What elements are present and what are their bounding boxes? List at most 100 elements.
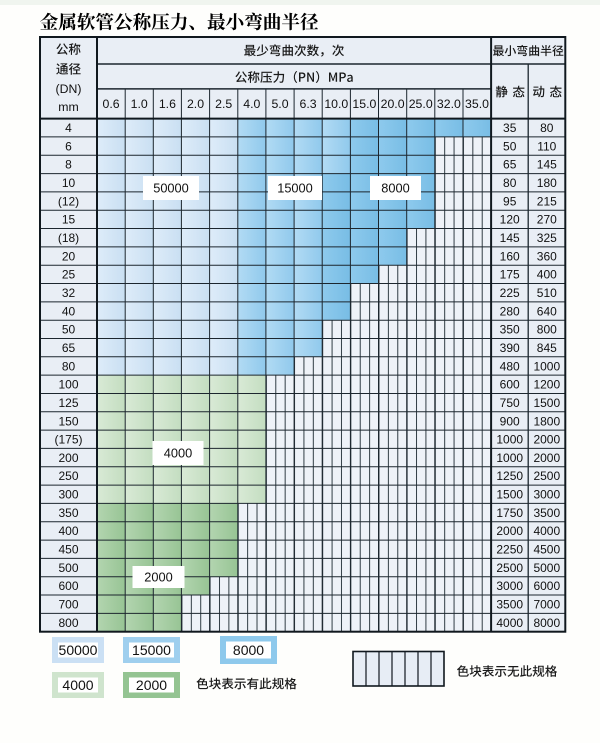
svg-text:5.0: 5.0 [271,97,288,111]
svg-text:225: 225 [500,286,520,300]
svg-text:5000: 5000 [533,561,560,575]
svg-text:2500: 2500 [496,561,523,575]
svg-text:1200: 1200 [533,378,560,392]
svg-text:160: 160 [500,249,520,263]
svg-text:750: 750 [500,396,520,410]
svg-text:350: 350 [500,323,520,337]
svg-text:2500: 2500 [533,469,560,483]
svg-text:150: 150 [58,414,78,428]
svg-text:120: 120 [500,213,520,227]
svg-text:400: 400 [58,524,78,538]
svg-text:4000: 4000 [62,677,93,693]
svg-text:480: 480 [500,359,520,373]
svg-text:600: 600 [58,579,78,593]
svg-text:1.6: 1.6 [159,97,176,111]
svg-text:250: 250 [58,469,78,483]
svg-text:2000: 2000 [533,451,560,465]
svg-text:15000: 15000 [132,642,171,658]
svg-text:4000: 4000 [496,616,523,630]
svg-text:50: 50 [62,323,76,337]
svg-text:20.0: 20.0 [381,97,405,111]
svg-text:6: 6 [65,139,72,153]
svg-text:145: 145 [500,231,520,245]
svg-text:(DN): (DN) [56,82,82,96]
svg-text:175: 175 [500,268,520,282]
svg-text:300: 300 [58,488,78,502]
svg-text:80: 80 [540,121,554,135]
svg-text:20: 20 [62,249,76,263]
svg-text:4500: 4500 [533,543,560,557]
svg-text:800: 800 [58,616,78,630]
svg-text:2000: 2000 [496,524,523,538]
svg-text:32: 32 [62,286,76,300]
svg-text:215: 215 [537,194,557,208]
svg-text:35: 35 [503,121,517,135]
svg-text:845: 845 [537,341,557,355]
svg-text:100: 100 [58,378,78,392]
svg-text:450: 450 [58,543,78,557]
svg-text:8000: 8000 [233,642,264,658]
svg-text:390: 390 [500,341,520,355]
svg-text:(18): (18) [58,231,79,245]
svg-text:2000: 2000 [136,677,167,693]
svg-text:200: 200 [58,451,78,465]
svg-text:280: 280 [500,304,520,318]
svg-text:15000: 15000 [277,181,313,196]
svg-text:270: 270 [537,213,557,227]
svg-text:600: 600 [500,378,520,392]
svg-text:1000: 1000 [496,451,523,465]
svg-text:8: 8 [65,158,72,172]
svg-text:8000: 8000 [533,616,560,630]
svg-text:25: 25 [62,268,76,282]
svg-text:0.6: 0.6 [103,97,120,111]
svg-text:6.3: 6.3 [300,97,317,111]
svg-text:180: 180 [537,176,557,190]
svg-text:1.0: 1.0 [131,97,148,111]
svg-text:50: 50 [503,139,517,153]
svg-text:2000: 2000 [533,433,560,447]
svg-text:4: 4 [65,121,72,135]
svg-text:2.5: 2.5 [215,97,232,111]
svg-text:(12): (12) [58,194,79,208]
svg-text:360: 360 [537,249,557,263]
svg-text:1250: 1250 [496,469,523,483]
svg-text:325: 325 [537,231,557,245]
svg-text:640: 640 [537,304,557,318]
svg-text:400: 400 [537,268,557,282]
svg-text:50000: 50000 [59,642,98,658]
svg-text:32.0: 32.0 [437,97,461,111]
svg-text:25.0: 25.0 [409,97,433,111]
svg-text:6000: 6000 [533,579,560,593]
svg-text:80: 80 [62,359,76,373]
svg-text:125: 125 [58,396,78,410]
svg-text:(175): (175) [54,433,82,447]
svg-text:3500: 3500 [533,506,560,520]
svg-text:1500: 1500 [496,488,523,502]
svg-text:7000: 7000 [533,598,560,612]
svg-text:1000: 1000 [496,433,523,447]
svg-text:4000: 4000 [533,524,560,538]
svg-text:15.0: 15.0 [352,97,376,111]
svg-text:2250: 2250 [496,543,523,557]
svg-text:65: 65 [62,341,76,355]
svg-text:40: 40 [62,304,76,318]
svg-text:1500: 1500 [533,396,560,410]
svg-text:1000: 1000 [533,359,560,373]
svg-text:1800: 1800 [533,414,560,428]
svg-text:800: 800 [537,323,557,337]
svg-text:2.0: 2.0 [187,97,204,111]
svg-text:700: 700 [58,598,78,612]
svg-text:3500: 3500 [496,598,523,612]
svg-text:65: 65 [503,158,517,172]
svg-text:95: 95 [503,194,517,208]
svg-text:10.0: 10.0 [324,97,348,111]
svg-text:1750: 1750 [496,506,523,520]
svg-text:2000: 2000 [144,570,172,585]
svg-text:145: 145 [537,158,557,172]
svg-text:50000: 50000 [153,181,189,196]
svg-text:35.0: 35.0 [465,97,489,111]
svg-text:8000: 8000 [381,181,409,196]
svg-text:510: 510 [537,286,557,300]
svg-text:10: 10 [62,176,76,190]
svg-text:15: 15 [62,213,76,227]
